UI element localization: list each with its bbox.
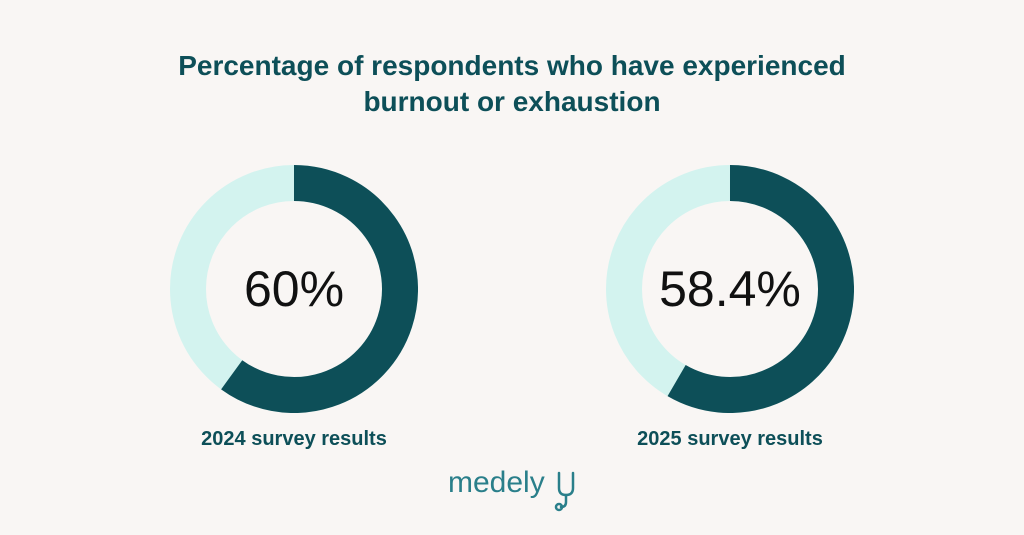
donut-value-arc [667, 165, 854, 413]
chart-title-line-2: burnout or exhaustion [363, 86, 661, 117]
caption-2024: 2024 survey results [201, 428, 387, 450]
donut-chart-2024: 60% [170, 165, 418, 413]
stethoscope-y-icon [554, 471, 575, 512]
caption-2025: 2025 survey results [637, 428, 823, 450]
logo-wordmark: medely [448, 466, 545, 499]
chart-title: Percentage of respondents who have exper… [0, 48, 1024, 120]
donut-chart-2025: 58.4% [606, 165, 854, 413]
chart-title-line-1: Percentage of respondents who have exper… [178, 50, 846, 81]
donut-center-label: 60% [244, 261, 344, 317]
donut-center-label: 58.4% [659, 261, 801, 317]
donut-value-arc [221, 165, 418, 413]
medely-logo: medely [440, 460, 584, 512]
